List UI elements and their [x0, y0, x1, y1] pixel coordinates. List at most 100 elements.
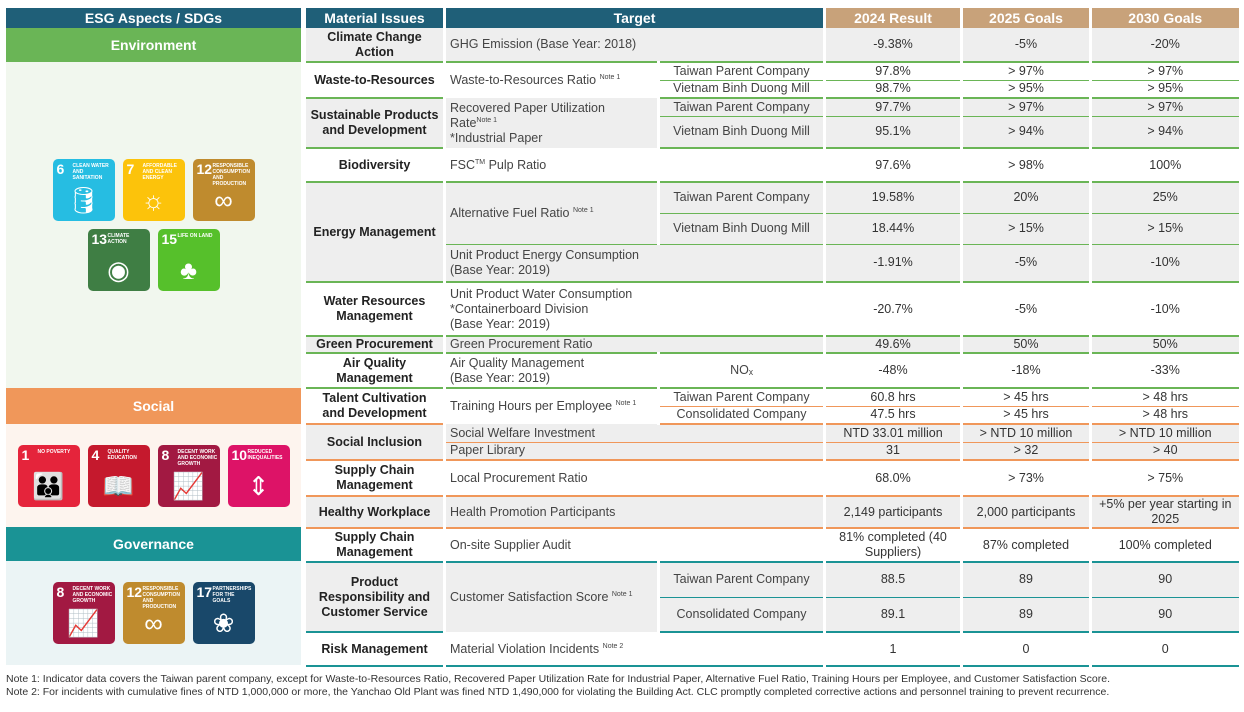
sdg-15-tile: 15 Life on Land ♣ — [157, 229, 220, 291]
target-subgroup: Vietnam Binh Duong Mill — [657, 80, 825, 99]
material-issue: Air Quality Management — [303, 353, 445, 389]
material-issue: Talent Cultivation and Development — [303, 388, 445, 425]
goal-2030: > 48 hrs — [1089, 406, 1239, 425]
result-2024: 88.5 — [823, 562, 962, 598]
goal-2025: -5% — [960, 28, 1091, 63]
material-issue: Sustainable Products and Development — [303, 98, 445, 149]
esg-aspects-header: ESG Aspects / SDGs — [6, 8, 301, 28]
target-label: Social Welfare Investment — [443, 424, 825, 442]
goal-2025: > 73% — [960, 460, 1091, 497]
sdg-label: Decent Work and Economic Growth — [72, 586, 113, 604]
table-row: Air Quality Management Air Quality Manage… — [303, 353, 1239, 389]
material-issue: Water Resources Management — [303, 282, 445, 337]
material-issue: Climate Change Action — [303, 28, 445, 63]
goal-2030: -10% — [1089, 282, 1239, 337]
table-row: Talent Cultivation and Development Traini… — [303, 388, 1239, 425]
target-label: Alternative Fuel Ratio Note 1 — [443, 182, 659, 244]
sdg-label: Decent Work and Economic Growth — [177, 448, 218, 467]
sdg-number: 6 — [56, 161, 65, 177]
tree-icon: ♣ — [179, 255, 198, 285]
table-row: Paper Library 31 > 32 > 40 — [304, 441, 1239, 461]
family-icon: 👪 — [32, 470, 65, 501]
sdg-row: 8 Decent Work and Economic Growth 📈 12 Respo… — [52, 582, 255, 644]
target-label: Recovered Paper Utilization RateNote 1 *In… — [443, 98, 659, 148]
material-issue: Healthy Workplace — [303, 496, 445, 529]
sdg-number: 7 — [126, 161, 135, 177]
target-label: Waste-to-Resources Ratio Note 1 — [443, 62, 659, 98]
target-label: Unit Product Water Consumption *Container… — [443, 282, 825, 337]
goal-2030: > 97% — [1089, 62, 1239, 81]
target-subgroup: Taiwan Parent Company — [657, 562, 825, 598]
section-header-social: Social — [6, 388, 301, 424]
result-2024: 18.44% — [823, 213, 962, 245]
goal-2025: > 45 hrs — [960, 406, 1091, 425]
note-marker: Note 1 — [611, 590, 633, 598]
eye-globe-icon: ◉ — [107, 255, 130, 285]
sdg-8-tile: 8 Decent Work and Economic Growth 📈 — [52, 582, 115, 644]
table-row: Healthy Workplace Health Promotion Partic… — [303, 496, 1239, 529]
sdg-label: Quality Education — [107, 448, 137, 461]
table-row: Climate Change Action GHG Emission (Base … — [303, 28, 1239, 63]
result-2024: NTD 33.01 million — [823, 424, 962, 443]
material-issue: Energy Management — [303, 182, 445, 283]
result-2024: 81% completed (40 Suppliers) — [823, 528, 962, 563]
sdg-number: 4 — [91, 446, 100, 463]
goal-2025: -5% — [960, 244, 1091, 283]
target-label: Unit Product Energy Consumption (Base Yea… — [443, 243, 825, 283]
target-subgroup: Consolidated Company — [657, 597, 825, 633]
table-row: Green Procurement Green Procurement Ratio… — [303, 336, 1239, 354]
target-label: On-site Supplier Audit — [443, 528, 825, 563]
table-row: Unit Product Energy Consumption (Base Yea… — [304, 243, 1239, 283]
equal-arrows-icon: ⇕ — [247, 470, 270, 501]
goal-2030: 90 — [1089, 597, 1239, 633]
material-issues-table: Material Issues Target 2024 Result 2025 … — [303, 8, 1239, 667]
footnote-2: Note 2: For incidents with cumulative fi… — [6, 686, 1110, 698]
goal-2030: +5% per year starting in 2025 — [1089, 496, 1239, 529]
sdg-12-tile: 12 Responsible Consumption and Production… — [192, 159, 255, 221]
sdg-label: Life on Land — [177, 233, 213, 239]
sdg-4-tile: 4 Quality Education 📖 — [87, 444, 150, 507]
goal-2030: > 95% — [1089, 80, 1239, 99]
goal-2025: > 95% — [960, 80, 1091, 99]
result-2024: 2,149 participants — [823, 496, 962, 529]
result-2024: 19.58% — [823, 182, 962, 214]
result-2024: 68.0% — [823, 460, 962, 497]
result-2024: -9.38% — [823, 28, 962, 63]
result-2024: 60.8 hrs — [823, 388, 962, 407]
goal-2030: 25% — [1089, 182, 1239, 214]
goal-2030: > 15% — [1089, 213, 1239, 245]
target-label: Paper Library — [443, 441, 825, 461]
material-issue: Waste-to-Resources — [303, 62, 445, 99]
goal-2025: 20% — [960, 182, 1091, 214]
growth-chart-icon: 📈 — [172, 470, 205, 501]
sdg-label: No Poverty — [37, 448, 71, 455]
target-subgroup: Taiwan Parent Company — [657, 182, 825, 214]
table-header-row: Material Issues Target 2024 Result 2025 … — [303, 8, 1239, 28]
target-subgroup: Vietnam Binh Duong Mill — [657, 116, 825, 149]
material-issue: Supply Chain Management — [303, 460, 445, 497]
target-subgroup: Taiwan Parent Company — [657, 98, 825, 117]
note-marker: Note 1 — [615, 399, 637, 407]
goal-2025: 87% completed — [960, 528, 1091, 563]
target-label: Green Procurement Ratio — [443, 336, 825, 354]
note-marker: Note 1 — [476, 116, 498, 124]
target-label: Health Promotion Participants — [443, 496, 825, 529]
material-issue: Risk Management — [303, 632, 445, 667]
section-header-environment: Environment — [6, 28, 301, 62]
result-2024: 98.7% — [823, 80, 962, 99]
material-issues-header: Material Issues — [303, 8, 445, 28]
sdg-label: Reduced Inequalities — [247, 448, 283, 461]
sdg-label: Partnerships for the Goals — [212, 586, 252, 604]
goal-2025: > 45 hrs — [960, 388, 1091, 407]
sdg-17-tile: 17 Partnerships for the Goals ❀ — [192, 582, 255, 644]
infinity-icon: ∞ — [214, 185, 233, 215]
target-label: Local Procurement Ratio — [443, 460, 825, 497]
result-2024: 95.1% — [823, 116, 962, 149]
result-2024: 31 — [823, 442, 962, 461]
sdg-number: 12 — [126, 584, 143, 600]
result-2024: -48% — [823, 353, 962, 389]
target-subgroup: Taiwan Parent Company — [657, 62, 825, 81]
goal-2025: 0 — [960, 632, 1091, 667]
goal-2030: > 75% — [1089, 460, 1239, 497]
esg-aspects-panel: ESG Aspects / SDGs Environment 6 Clean Wat… — [6, 8, 301, 665]
